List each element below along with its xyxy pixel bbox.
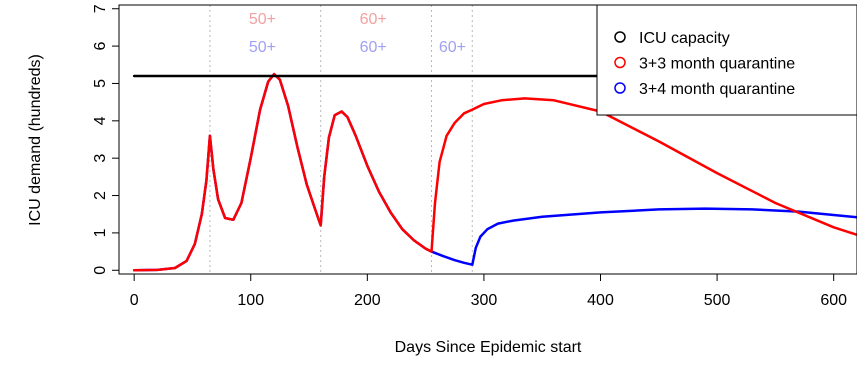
legend-marker-2 xyxy=(614,82,626,94)
phase-label-0: 50+ xyxy=(249,11,276,28)
x-tick-label-3: 300 xyxy=(471,292,498,309)
x-tick-label-0: 0 xyxy=(130,292,139,309)
y-tick-label-2: 2 xyxy=(92,191,109,200)
x-axis-title: Days Since Epidemic start xyxy=(395,339,582,356)
legend-marker-0 xyxy=(614,31,626,43)
x-tick-label-6: 600 xyxy=(820,292,847,309)
legend-label-2: 3+4 month quarantine xyxy=(639,81,795,98)
phase-labels: 50+ 60+ 50+ 60+ 60+ xyxy=(249,11,466,56)
legend: ICU capacity 3+3 month quarantine 3+4 mont… xyxy=(596,4,857,116)
y-axis: 0 1 2 3 4 5 6 7 xyxy=(92,4,120,275)
y-tick-label-3: 3 xyxy=(92,154,109,163)
x-tick-label-1: 100 xyxy=(237,292,264,309)
y-tick-label-0: 0 xyxy=(92,266,109,275)
x-tick-label-4: 400 xyxy=(587,292,614,309)
y-axis-title: ICU demand (hundreds) xyxy=(27,54,44,226)
legend-label-1: 3+3 month quarantine xyxy=(639,56,795,73)
legend-box xyxy=(596,4,857,116)
x-tick-label-2: 200 xyxy=(354,292,381,309)
phase-label-1: 60+ xyxy=(360,11,387,28)
y-tick-label-7: 7 xyxy=(92,4,109,13)
y-tick-label-6: 6 xyxy=(92,42,109,51)
x-axis: 0 100 200 300 400 500 600 xyxy=(130,273,847,309)
x-tick-label-5: 500 xyxy=(704,292,731,309)
series-line-1 xyxy=(132,72,857,272)
y-tick-label-5: 5 xyxy=(92,79,109,88)
phase-label-2: 50+ xyxy=(249,39,276,56)
phase-label-3: 60+ xyxy=(360,39,387,56)
phase-label-4: 60+ xyxy=(439,39,466,56)
y-tick-label-4: 4 xyxy=(92,116,109,125)
y-tick-label-1: 1 xyxy=(92,228,109,237)
legend-label-0: ICU capacity xyxy=(639,30,730,47)
legend-marker-1 xyxy=(614,56,626,69)
